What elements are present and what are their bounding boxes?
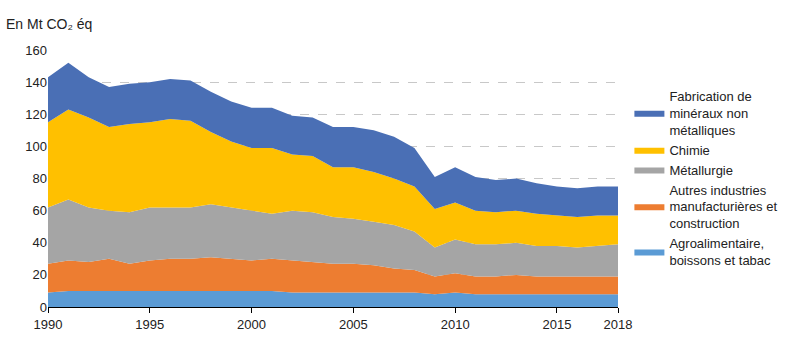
svg-text:Chimie: Chimie bbox=[669, 143, 709, 158]
svg-text:100: 100 bbox=[25, 139, 47, 154]
svg-text:20: 20 bbox=[33, 267, 47, 282]
svg-text:Agroalimentaire,boissons et ta: Agroalimentaire,boissons et tabac bbox=[669, 236, 771, 268]
svg-text:2000: 2000 bbox=[237, 317, 266, 332]
svg-text:60: 60 bbox=[33, 203, 47, 218]
svg-text:40: 40 bbox=[33, 235, 47, 250]
svg-text:En Mt CO₂ éq: En Mt CO₂ éq bbox=[6, 16, 92, 32]
svg-text:1990: 1990 bbox=[34, 317, 63, 332]
svg-text:2010: 2010 bbox=[441, 317, 470, 332]
svg-text:160: 160 bbox=[25, 43, 47, 58]
svg-text:80: 80 bbox=[33, 171, 47, 186]
svg-text:2015: 2015 bbox=[542, 317, 571, 332]
svg-text:0: 0 bbox=[40, 300, 47, 315]
svg-text:2018: 2018 bbox=[604, 317, 633, 332]
svg-text:1995: 1995 bbox=[135, 317, 164, 332]
svg-text:Autres industriesmanufacturièr: Autres industriesmanufacturières etconst… bbox=[669, 183, 777, 232]
svg-text:2005: 2005 bbox=[339, 317, 368, 332]
svg-text:120: 120 bbox=[25, 107, 47, 122]
svg-text:140: 140 bbox=[25, 75, 47, 90]
svg-text:Métallurgie: Métallurgie bbox=[669, 163, 733, 178]
svg-text:Fabrication deminéraux nonméta: Fabrication deminéraux nonmétalliques bbox=[669, 89, 751, 138]
